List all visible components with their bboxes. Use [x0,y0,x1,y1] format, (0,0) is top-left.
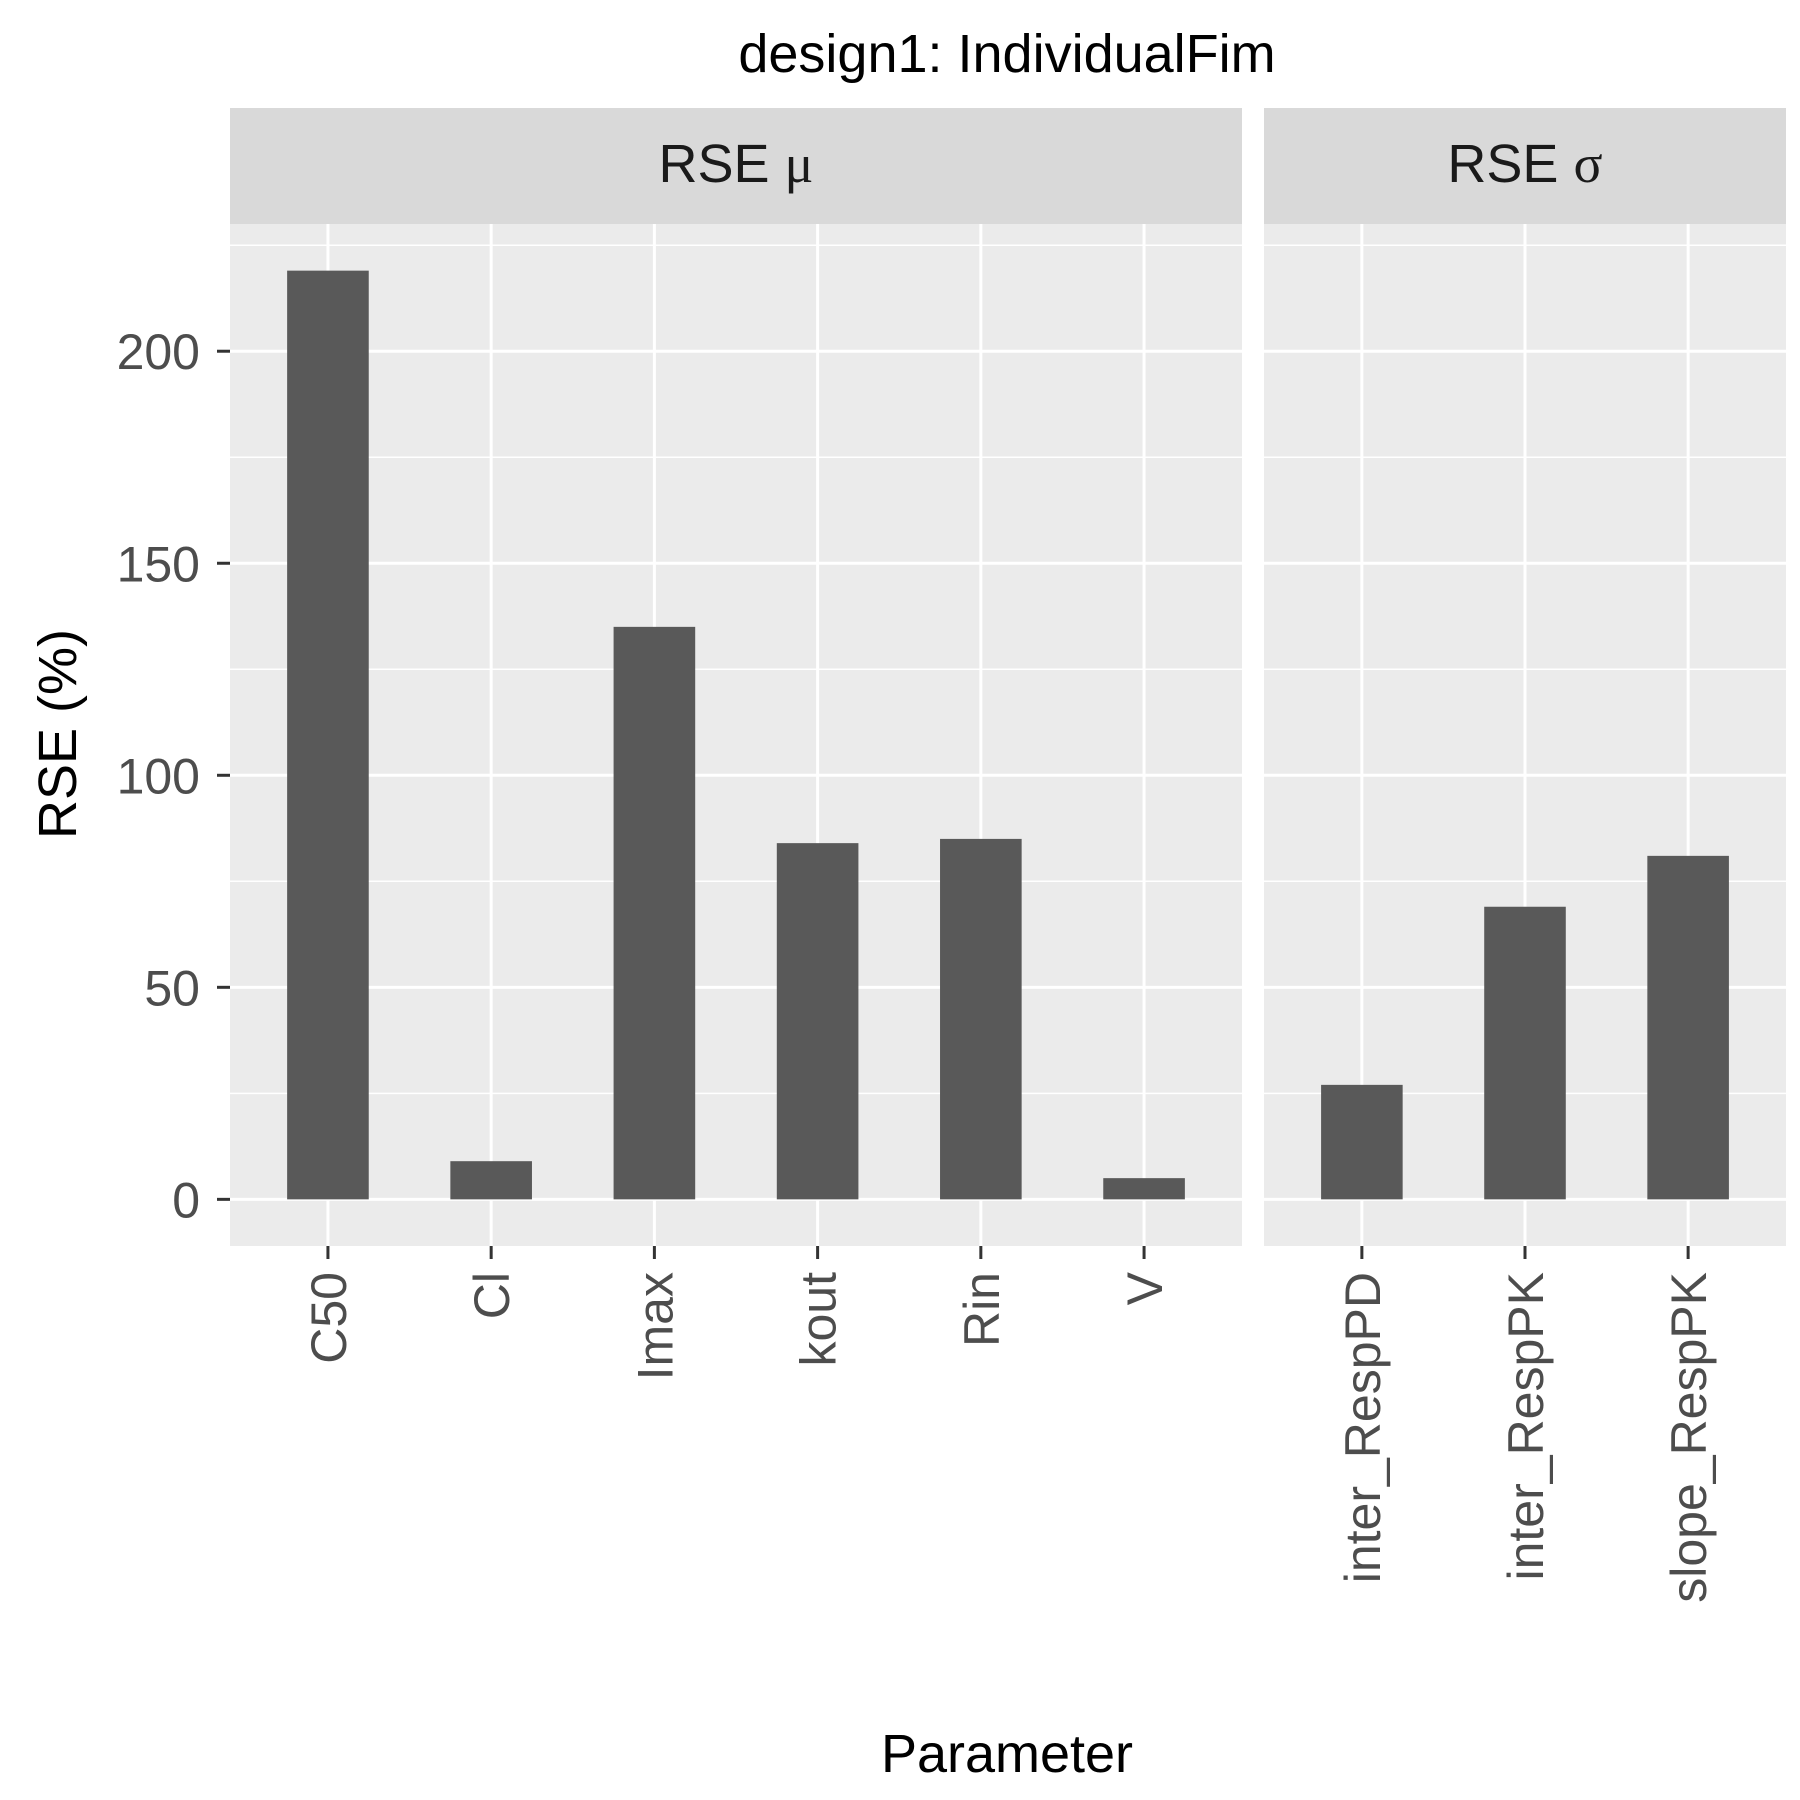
bar [287,270,369,1200]
x-tick-label: inter_RespPK [1498,1272,1554,1581]
x-tick-label: Imax [627,1272,683,1380]
facet-strip-label-text: RSE [659,134,785,194]
y-tick-label: 150 [117,536,200,592]
x-tick-label: Cl [464,1272,520,1319]
facet-strip-label: RSE μ [659,134,814,194]
y-tick-label: 100 [117,748,200,804]
x-tick-label: slope_RespPK [1661,1272,1717,1603]
bar [776,843,859,1200]
x-axis-label: Parameter [881,1724,1133,1784]
facet-strip-label-symbol: σ [1573,134,1602,194]
y-tick-label: 0 [172,1172,200,1228]
x-tick-label: inter_RespPD [1335,1272,1391,1583]
facet-strip-label-text: RSE [1447,134,1573,194]
x-tick-label: V [1117,1271,1173,1305]
bar [940,838,1022,1200]
bar [1103,1178,1185,1200]
bar [1647,855,1729,1200]
bar [1484,906,1566,1200]
facet-strip [1264,108,1786,224]
facet-panel: RSE σ inter_RespPD inter_RespPK slope_RespP… [1264,108,1786,1603]
bar [1321,1084,1403,1200]
y-tick-label: 50 [144,960,200,1016]
facet-panel: RSE μ C50 Cl Imax kout Rin V [230,108,1242,1380]
y-axis-label: RSE (%) [28,629,88,839]
bar [613,626,696,1200]
y-axis: 0 50 100 150 200 [117,324,230,1228]
facet-strip-label: RSE σ [1447,134,1602,194]
chart-title: design1: IndividualFim [738,24,1275,84]
x-tick-label: Rin [954,1272,1010,1347]
panel-background [230,224,1242,1246]
facets: RSE μ C50 Cl Imax kout Rin V RSE σ inter_RespPD i… [230,108,1786,1603]
facet-strip-label-symbol: μ [785,134,814,194]
x-tick-label: kout [791,1272,847,1367]
x-tick-label: C50 [301,1272,357,1364]
bar [450,1161,532,1200]
y-tick-label: 200 [117,324,200,380]
facet-strip [230,108,1242,224]
